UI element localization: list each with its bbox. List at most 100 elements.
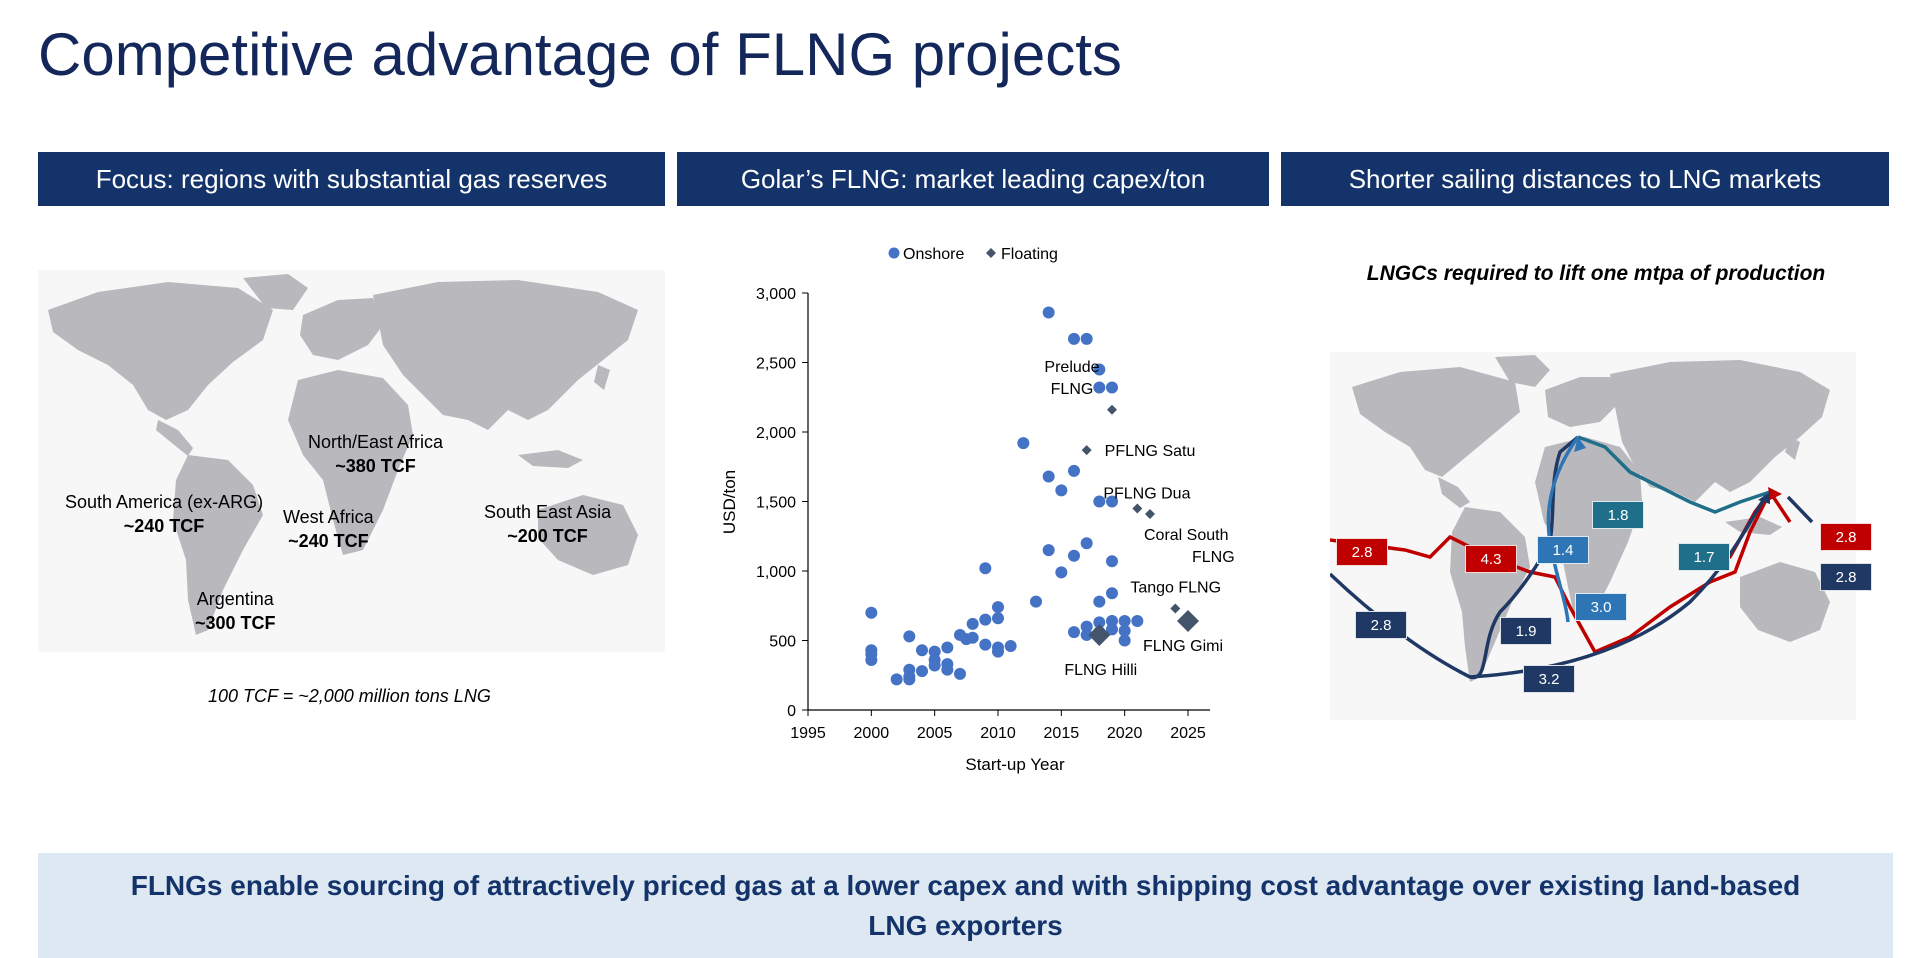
x-tick-label: 2000 [854, 725, 890, 742]
header-sailing-distances: Shorter sailing distances to LNG markets [1281, 152, 1889, 206]
header-capex: Golar’s FLNG: market leading capex/ton [677, 152, 1269, 206]
x-tick-label: 2010 [980, 725, 1016, 742]
onshore-point [966, 617, 979, 630]
onshore-point [1106, 615, 1118, 628]
onshore-point [1042, 470, 1055, 483]
onshore-point [1068, 626, 1080, 639]
capex-scatter-chart: Onshore Floating 0 500 1,000 1,500 2,000 2,50… [720, 246, 1235, 774]
onshore-point [928, 659, 941, 672]
badge-lngc-count: 4.3 [1465, 545, 1517, 573]
onshore-point [1093, 595, 1106, 608]
lngc-chart-title: LNGCs required to lift one mtpa of produ… [1366, 262, 1826, 285]
floating-point-label: PFLNG Satu [1105, 443, 1196, 460]
badge-lngc-count: 1.8 [1592, 501, 1644, 529]
region-value: ~380 TCF [335, 456, 416, 477]
floating-point [1081, 445, 1092, 456]
region-west-africa: West Africa ~240 TCF [283, 505, 374, 554]
onshore-point [1042, 544, 1055, 557]
y-tick-label: 0 [787, 703, 796, 720]
onshore-point [1093, 495, 1106, 508]
badge-lngc-count: 3.2 [1523, 665, 1575, 693]
x-tick-label: 2020 [1107, 725, 1143, 742]
onshore-point [1080, 537, 1093, 550]
y-tick-label: 2,000 [756, 425, 796, 442]
onshore-point [1106, 381, 1118, 394]
badge-lngc-count: 1.9 [1500, 617, 1552, 645]
region-name: Argentina [196, 589, 274, 609]
onshore-point [941, 641, 954, 654]
x-tick-label: 2025 [1170, 725, 1206, 742]
route-teal-suez [1577, 435, 1771, 514]
onshore-point [916, 665, 928, 678]
onshore-point [1004, 640, 1017, 653]
y-tick-label: 500 [769, 634, 796, 651]
legend-floating-label: Floating [1001, 246, 1058, 263]
route-navy-pacific [1786, 495, 1814, 524]
legend-onshore-label: Onshore [903, 246, 964, 263]
floating-point-label: FLNG Gimi [1143, 638, 1223, 655]
region-south-america: South America (ex-ARG) ~240 TCF [65, 490, 263, 539]
onshore-point [992, 612, 1004, 625]
onshore-point [979, 638, 992, 651]
conversion-note: 100 TCF = ~2,000 million tons LNG [208, 686, 491, 706]
region-argentina: Argentina ~300 TCF [195, 587, 276, 636]
onshore-points [865, 306, 1144, 686]
onshore-point [1068, 332, 1080, 345]
badge-lngc-count: 3.0 [1575, 593, 1627, 621]
floating-point [1177, 610, 1199, 633]
floating-point [1170, 603, 1181, 614]
y-tick-label: 1,000 [756, 564, 796, 581]
x-tick-label: 2005 [917, 725, 953, 742]
region-name: South America (ex-ARG) [65, 492, 264, 512]
region-value: ~240 TCF [123, 516, 205, 537]
onshore-point [1055, 566, 1068, 579]
onshore-point [1118, 624, 1131, 637]
onshore-point [966, 631, 979, 644]
onshore-point [1068, 464, 1080, 477]
floating-labels: Prelude FLNG PFLNG Satu PFLNG Dua Coral Sout… [1044, 359, 1234, 679]
badge-lngc-count: 2.8 [1355, 611, 1407, 639]
onshore-point [1068, 549, 1080, 562]
y-axis-label: USD/ton [720, 470, 739, 534]
onshore-point [1080, 628, 1093, 641]
world-map-reserves [38, 270, 665, 652]
floating-point [1132, 503, 1143, 514]
onshore-point [1080, 332, 1093, 345]
floating-point-label: Prelude [1044, 359, 1099, 376]
onshore-point [992, 645, 1004, 658]
region-value: ~300 TCF [195, 613, 276, 634]
floating-point-label: FLNG [1051, 381, 1094, 398]
onshore-point [1118, 634, 1131, 647]
region-south-east-asia: South East Asia ~200 TCF [484, 500, 611, 549]
onshore-point [1080, 620, 1093, 633]
y-ticks: 0 500 1,000 1,500 2,000 2,500 3,000 [756, 286, 808, 720]
onshore-point [916, 644, 928, 657]
x-ticks: 1995 2000 2005 2010 2015 2020 2025 [790, 710, 1206, 742]
x-axis-label: Start-up Year [965, 755, 1065, 774]
badge-lngc-count: 1.7 [1678, 543, 1730, 571]
onshore-point [979, 562, 992, 575]
route-red-atlantic [1330, 491, 1772, 655]
onshore-point [1093, 363, 1106, 376]
onshore-point [1017, 437, 1030, 450]
y-tick-label: 3,000 [756, 286, 796, 303]
world-map-shipping-routes [1330, 352, 1856, 720]
legend-floating-marker [986, 248, 996, 258]
floating-point-label: FLNG Hilli [1064, 662, 1137, 679]
onshore-point [1042, 306, 1055, 319]
floating-point-label: Coral South [1144, 527, 1229, 544]
legend-onshore-marker [888, 247, 900, 259]
region-value: ~240 TCF [288, 531, 369, 552]
onshore-point [1106, 587, 1118, 600]
region-name: West Africa [283, 507, 374, 527]
onshore-point [1106, 623, 1118, 636]
y-tick-label: 2,500 [756, 356, 796, 373]
onshore-point [903, 673, 916, 686]
region-north-east-africa: North/East Africa ~380 TCF [308, 430, 443, 479]
onshore-point [1118, 615, 1131, 628]
onshore-point [1131, 615, 1144, 628]
chart-legend: Onshore Floating [888, 246, 1058, 263]
onshore-point [890, 673, 903, 686]
region-value: ~200 TCF [507, 526, 588, 547]
onshore-point [865, 653, 878, 666]
